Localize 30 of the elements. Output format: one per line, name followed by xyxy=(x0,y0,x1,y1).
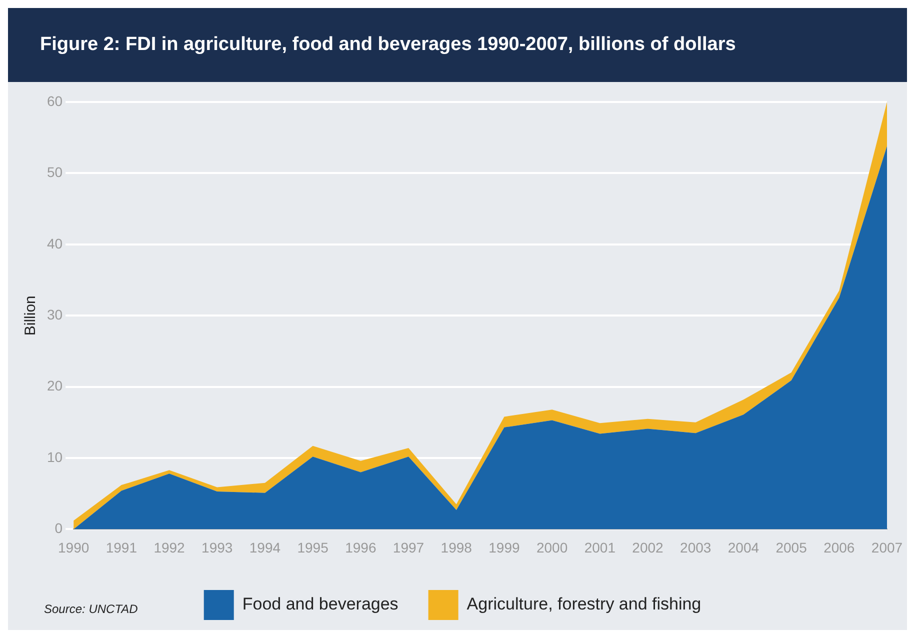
x-tick-label: 1994 xyxy=(249,539,281,556)
y-tick-label: 20 xyxy=(46,378,63,394)
x-tick-label: 2005 xyxy=(776,539,808,556)
x-tick-label: 2006 xyxy=(824,539,855,556)
y-tick-label: 60 xyxy=(46,92,63,109)
x-tick-label: 1999 xyxy=(488,539,520,556)
x-tick-label: 2001 xyxy=(584,539,616,556)
x-tick-label: 2007 xyxy=(871,539,903,556)
x-tick-label: 1992 xyxy=(154,539,186,556)
source-note: Source: UNCTAD xyxy=(44,602,138,616)
y-tick-label: 30 xyxy=(46,306,63,322)
y-tick-label: 0 xyxy=(54,520,63,536)
legend-label: Food and beverages xyxy=(242,594,398,614)
x-tick-label: 1990 xyxy=(58,539,90,556)
y-axis-title: Billion xyxy=(22,296,40,336)
legend-label: Agriculture, forestry and fishing xyxy=(466,594,702,614)
chart-title: Figure 2: FDI in agriculture, food and beverages 1990-2007, billions of dollars xyxy=(8,8,907,82)
y-tick-label: 50 xyxy=(46,164,63,180)
x-tick-label: 1996 xyxy=(345,539,376,556)
y-tick-label: 40 xyxy=(46,235,63,252)
x-tick-label: 1998 xyxy=(440,539,472,556)
x-tick-label: 1997 xyxy=(392,539,424,556)
x-tick-label: 1993 xyxy=(202,539,233,556)
y-tick-label: 10 xyxy=(46,448,63,465)
x-tick-label: 1991 xyxy=(106,539,138,556)
x-tick-label: 2004 xyxy=(728,539,760,556)
x-tick-label: 2000 xyxy=(536,539,568,556)
x-tick-label: 2002 xyxy=(632,539,664,556)
x-tick-label: 1995 xyxy=(297,539,329,556)
x-tick-label: 2003 xyxy=(680,539,712,556)
